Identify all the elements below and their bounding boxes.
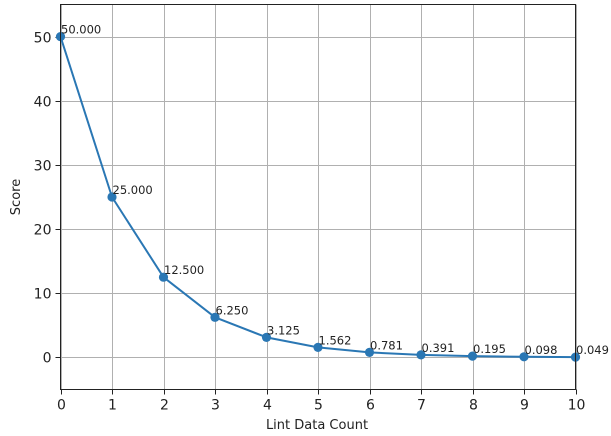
x-tick-label: 7 bbox=[417, 398, 426, 414]
data-point-label: 0.781 bbox=[370, 338, 403, 352]
x-tick-label: 0 bbox=[57, 398, 66, 414]
x-axis-label: Lint Data Count bbox=[266, 418, 368, 433]
data-labels: 50.000 25.000 12.500 6.250 3.125 1.562 0.781 0.… bbox=[61, 23, 609, 358]
data-point bbox=[261, 332, 272, 342]
y-tick-label: 40 bbox=[34, 95, 52, 111]
series-layer bbox=[55, 31, 581, 362]
data-point bbox=[364, 347, 375, 357]
data-point-label: 6.250 bbox=[216, 303, 249, 317]
y-tick-label: 10 bbox=[34, 287, 52, 303]
data-point-label: 0.195 bbox=[473, 342, 506, 356]
data-point-label: 0.098 bbox=[525, 343, 558, 357]
y-tick-label: 20 bbox=[34, 223, 52, 239]
grid-lines bbox=[60, 4, 577, 390]
data-point-label: 12.500 bbox=[164, 263, 204, 277]
x-tick-label: 5 bbox=[314, 398, 323, 414]
x-tick-label: 3 bbox=[211, 398, 220, 414]
data-point-label: 50.000 bbox=[61, 23, 101, 37]
data-point bbox=[158, 272, 169, 282]
data-point bbox=[467, 351, 478, 361]
x-tick-label: 10 bbox=[568, 398, 586, 414]
data-point-label: 25.000 bbox=[113, 183, 153, 197]
data-point-label: 1.562 bbox=[319, 333, 352, 347]
x-tick-label: 1 bbox=[108, 398, 117, 414]
x-axis-ticks: 0 1 2 3 4 5 6 7 8 9 10 bbox=[57, 389, 586, 414]
y-tick-label: 30 bbox=[34, 159, 52, 175]
data-point-label: 0.391 bbox=[422, 341, 455, 355]
x-tick-label: 9 bbox=[520, 398, 529, 414]
y-axis-label: Score bbox=[9, 179, 24, 215]
x-tick-label: 4 bbox=[263, 398, 272, 414]
x-tick-label: 6 bbox=[366, 398, 375, 414]
y-axis-ticks: 0 10 20 30 40 50 bbox=[34, 31, 61, 367]
data-point bbox=[519, 352, 529, 362]
x-tick-label: 8 bbox=[469, 398, 478, 414]
data-point bbox=[107, 192, 117, 202]
data-point bbox=[416, 350, 426, 360]
y-tick-label: 50 bbox=[34, 31, 52, 47]
y-tick-label: 0 bbox=[43, 351, 52, 367]
data-point-label: 3.125 bbox=[267, 323, 300, 337]
plot-frame bbox=[60, 4, 576, 390]
data-point-label: 0.049 bbox=[576, 343, 609, 357]
x-tick-label: 2 bbox=[160, 398, 169, 414]
data-point bbox=[210, 312, 220, 322]
data-point bbox=[313, 342, 323, 352]
